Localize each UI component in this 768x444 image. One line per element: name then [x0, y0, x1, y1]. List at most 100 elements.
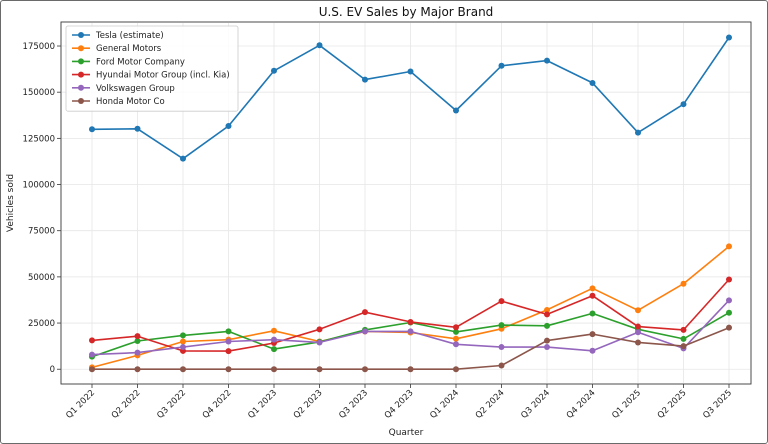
- data-point: [635, 329, 641, 336]
- data-point: [134, 366, 141, 373]
- data-point: [225, 338, 232, 345]
- x-tick-label: Q4 2022: [201, 388, 234, 421]
- data-point: [589, 331, 596, 338]
- data-point: [271, 346, 277, 353]
- legend-box: [65, 25, 239, 112]
- x-tick-label: Q1 2025: [610, 388, 643, 421]
- data-point: [589, 292, 596, 299]
- legend-label: Ford Motor Company: [96, 57, 185, 67]
- data-point: [407, 68, 414, 75]
- x-tick-label: Q3 2023: [337, 388, 370, 421]
- data-point: [680, 101, 687, 108]
- data-point: [225, 366, 232, 373]
- y-tick-label: 100000: [23, 181, 55, 191]
- data-point: [225, 328, 232, 335]
- y-tick-label: 150000: [23, 88, 55, 98]
- data-point: [453, 107, 459, 114]
- data-point: [362, 76, 368, 83]
- x-tick-label: Q1 2023: [246, 388, 279, 421]
- data-point: [271, 366, 277, 373]
- series-volkswagen-group: [89, 297, 732, 358]
- data-point: [453, 366, 459, 373]
- data-point: [498, 298, 505, 305]
- legend-label: Honda Motor Co: [96, 97, 165, 107]
- data-point: [407, 318, 414, 325]
- data-point: [544, 322, 550, 329]
- data-point: [453, 328, 459, 335]
- data-point: [180, 344, 186, 351]
- x-tick-label: Q1 2022: [64, 388, 97, 421]
- legend-swatch-marker: [78, 71, 84, 78]
- y-tick-label: 75000: [28, 227, 55, 237]
- x-tick-label: Q1 2024: [428, 388, 461, 421]
- data-point: [407, 328, 414, 335]
- y-tick-label: 125000: [23, 134, 55, 144]
- y-tick-label: 25000: [28, 319, 55, 329]
- data-point: [134, 333, 141, 340]
- data-point: [134, 349, 141, 356]
- data-point: [180, 155, 186, 162]
- data-point: [316, 339, 323, 346]
- series-tesla-estimate: [89, 34, 732, 162]
- data-point: [316, 326, 323, 333]
- data-point: [180, 332, 186, 339]
- data-point: [316, 42, 323, 49]
- data-point: [589, 310, 596, 317]
- data-point: [89, 126, 95, 133]
- legend-label: General Motors: [96, 44, 162, 54]
- y-tick-label: 50000: [28, 273, 55, 283]
- data-point: [544, 311, 550, 318]
- data-point: [89, 337, 95, 344]
- legend-swatch-marker: [78, 84, 84, 91]
- data-point: [589, 79, 596, 86]
- series-honda-motor-co: [89, 324, 732, 373]
- data-point: [635, 129, 641, 136]
- data-point: [453, 335, 459, 342]
- data-point: [89, 366, 95, 373]
- x-tick-label: Q2 2023: [292, 388, 325, 421]
- legend-swatch-marker: [78, 45, 84, 52]
- legend-swatch-marker: [78, 32, 84, 38]
- data-point: [680, 280, 687, 287]
- y-axis-title: Vehicles sold: [6, 174, 16, 232]
- data-point: [635, 339, 641, 346]
- data-point: [407, 366, 414, 373]
- data-point: [180, 338, 186, 345]
- data-point: [680, 335, 687, 342]
- data-point: [544, 337, 550, 344]
- data-point: [726, 297, 732, 304]
- plot-border: [60, 21, 752, 385]
- x-tick-label: Q3 2022: [155, 388, 188, 421]
- data-point: [544, 57, 550, 64]
- data-point: [680, 326, 687, 333]
- x-tick-label: Q4 2023: [383, 388, 416, 421]
- data-point: [726, 324, 732, 331]
- y-tick-label: 175000: [23, 42, 55, 52]
- data-point: [271, 67, 277, 74]
- x-tick-label: Q3 2024: [519, 388, 552, 421]
- data-point: [453, 324, 459, 331]
- chart-title: U.S. EV Sales by Major Brand: [319, 5, 494, 19]
- data-point: [498, 362, 505, 369]
- x-tick-label: Q2 2024: [474, 388, 507, 421]
- data-point: [726, 276, 732, 283]
- x-axis-title: Quarter: [389, 428, 424, 438]
- data-point: [134, 337, 141, 344]
- data-point: [271, 327, 277, 334]
- data-point: [362, 328, 368, 335]
- legend-label: Hyundai Motor Group (incl. Kia): [96, 71, 230, 81]
- data-point: [362, 366, 368, 373]
- data-point: [271, 336, 277, 343]
- data-point: [180, 366, 186, 373]
- legend-swatch-marker: [78, 58, 84, 65]
- data-point: [635, 307, 641, 314]
- legend-label: Volkswagen Group: [96, 84, 175, 94]
- data-point: [680, 343, 687, 350]
- data-point: [726, 243, 732, 250]
- data-point: [225, 348, 232, 355]
- data-point: [225, 122, 232, 129]
- data-point: [498, 344, 505, 351]
- data-point: [726, 309, 732, 316]
- data-point: [453, 341, 459, 348]
